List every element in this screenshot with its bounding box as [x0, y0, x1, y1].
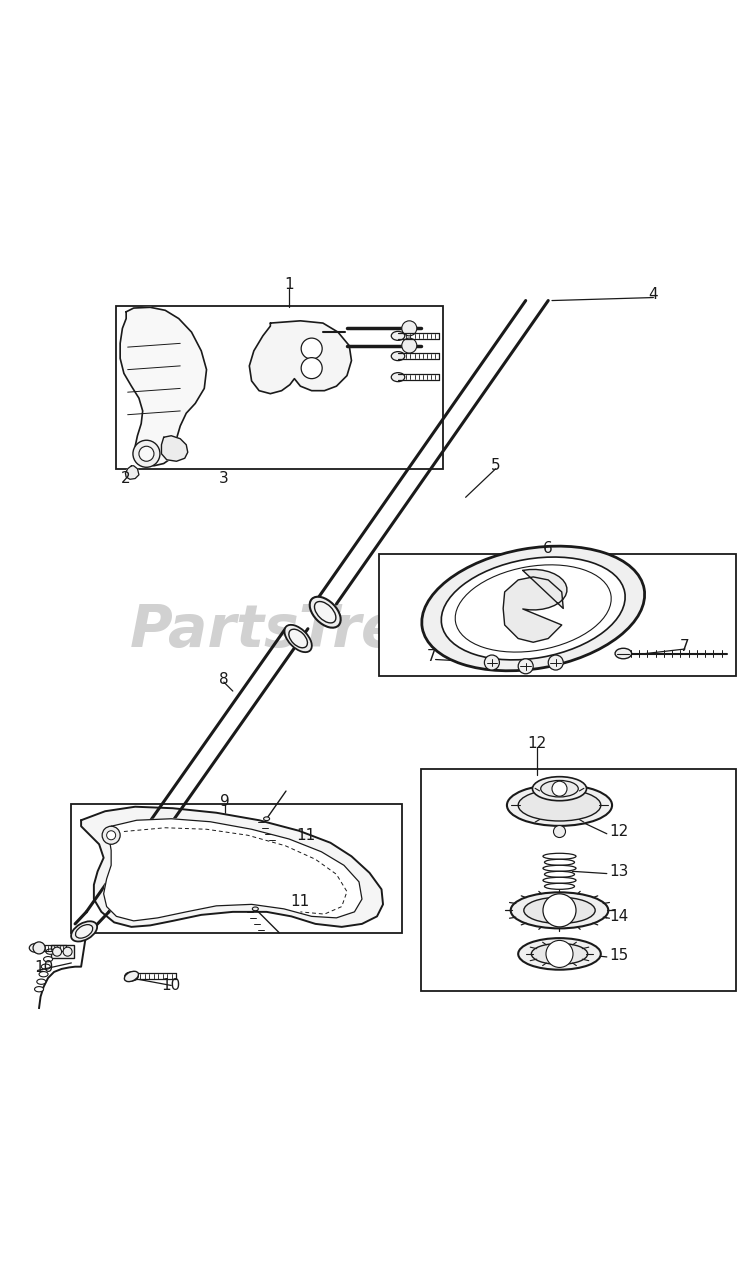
Circle shape [552, 781, 567, 796]
Ellipse shape [532, 777, 587, 801]
Polygon shape [81, 806, 383, 927]
Ellipse shape [391, 352, 405, 361]
Polygon shape [120, 307, 207, 466]
Bar [116, 306, 443, 468]
Ellipse shape [543, 854, 576, 859]
Text: 12: 12 [610, 824, 629, 838]
Circle shape [133, 440, 160, 467]
Ellipse shape [71, 922, 97, 942]
Ellipse shape [455, 564, 611, 652]
Ellipse shape [544, 883, 575, 890]
Text: 6: 6 [544, 541, 553, 556]
Ellipse shape [391, 332, 405, 340]
Ellipse shape [511, 892, 608, 928]
Ellipse shape [543, 865, 576, 872]
Circle shape [546, 941, 573, 968]
Ellipse shape [252, 908, 258, 911]
Circle shape [301, 338, 322, 360]
Ellipse shape [532, 943, 588, 964]
Ellipse shape [422, 547, 644, 671]
Text: 15: 15 [610, 948, 629, 963]
Ellipse shape [125, 972, 138, 982]
Polygon shape [161, 435, 188, 461]
Ellipse shape [541, 781, 578, 797]
Polygon shape [503, 570, 567, 643]
Text: 14: 14 [610, 909, 629, 924]
Ellipse shape [615, 648, 632, 659]
Text: 7: 7 [680, 639, 689, 654]
Text: 7: 7 [427, 649, 436, 664]
Text: PartsTree: PartsTree [130, 603, 441, 659]
Ellipse shape [309, 596, 341, 627]
Ellipse shape [29, 943, 43, 952]
Text: 4: 4 [649, 287, 658, 302]
Ellipse shape [76, 924, 92, 938]
Circle shape [102, 827, 120, 845]
Ellipse shape [289, 630, 307, 648]
Circle shape [33, 942, 45, 954]
Ellipse shape [44, 956, 53, 961]
Circle shape [53, 947, 62, 956]
Bar [71, 804, 402, 933]
Ellipse shape [285, 625, 312, 653]
Polygon shape [125, 466, 139, 479]
Ellipse shape [442, 557, 625, 660]
Circle shape [107, 831, 116, 840]
Ellipse shape [264, 817, 270, 820]
Text: 1: 1 [285, 276, 294, 292]
Text: 9: 9 [221, 794, 230, 809]
Circle shape [543, 893, 576, 927]
Ellipse shape [507, 785, 612, 826]
Text: 13: 13 [610, 864, 629, 879]
Ellipse shape [35, 987, 44, 992]
Circle shape [548, 655, 563, 669]
Text: 11: 11 [297, 828, 316, 842]
Polygon shape [104, 819, 362, 920]
Text: 12: 12 [527, 736, 547, 751]
Ellipse shape [543, 877, 576, 883]
Text: 2: 2 [121, 471, 130, 486]
Circle shape [484, 655, 499, 669]
Ellipse shape [125, 972, 138, 980]
Circle shape [518, 659, 533, 673]
Text: 3: 3 [219, 471, 228, 486]
Text: 8: 8 [219, 672, 228, 686]
Ellipse shape [37, 979, 46, 984]
Ellipse shape [524, 897, 596, 923]
Bar [421, 769, 736, 992]
Ellipse shape [544, 872, 575, 877]
Circle shape [402, 321, 417, 335]
Circle shape [139, 447, 154, 461]
Bar [379, 554, 736, 676]
Circle shape [63, 947, 72, 956]
Ellipse shape [518, 790, 601, 820]
Circle shape [553, 826, 566, 837]
Ellipse shape [39, 972, 48, 977]
Text: 10: 10 [161, 978, 181, 993]
Polygon shape [249, 321, 351, 394]
Circle shape [301, 357, 322, 379]
Text: 5: 5 [491, 458, 500, 474]
Ellipse shape [46, 948, 55, 955]
Text: 11: 11 [291, 893, 310, 909]
Ellipse shape [518, 938, 601, 970]
Ellipse shape [544, 859, 575, 865]
Circle shape [402, 338, 417, 353]
Text: 10: 10 [34, 960, 53, 975]
Ellipse shape [315, 602, 336, 623]
Ellipse shape [41, 964, 50, 969]
Bar [51, 945, 74, 959]
Ellipse shape [391, 372, 405, 381]
